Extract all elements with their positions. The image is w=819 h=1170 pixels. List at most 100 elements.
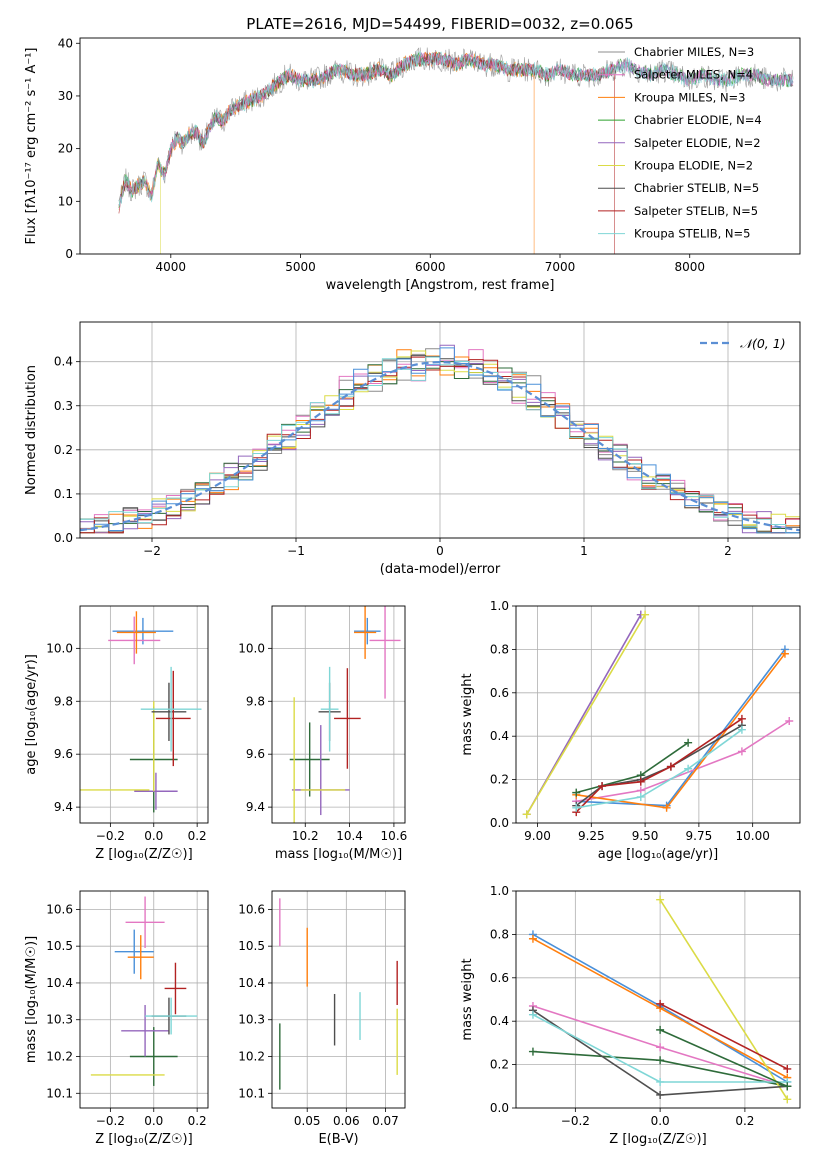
chart-residuals: −2 −1 0 1 2 0.0 0.1 0.2 0.3 0.4 (data-model)/error…: [24, 321, 801, 577]
legend-label: Chabrier STELIB, N=5: [634, 181, 759, 195]
x-tick-label: −0.2: [96, 829, 125, 843]
y-tick-label: 20: [58, 142, 73, 156]
y-tick-label: 0.0: [490, 816, 509, 830]
plot-frame: [271, 890, 406, 1109]
spectrum-line: [118, 51, 794, 207]
series-marker: [737, 747, 746, 756]
x-tick-label: 0.2: [188, 829, 207, 843]
legend-label: 𝒩(0, 1): [740, 336, 786, 351]
series-marker: [666, 762, 675, 771]
series-line: [526, 614, 646, 815]
series-marker: [656, 1025, 665, 1034]
y-tick-label: 10.0: [238, 641, 265, 655]
spectrum-line: [118, 51, 535, 254]
y-tick-label: 9.4: [246, 800, 265, 814]
y-tick-label: 10.3: [238, 1013, 265, 1027]
series-marker: [783, 1064, 792, 1073]
x-axis-label: (data-model)/error: [380, 562, 501, 577]
y-tick-label: 9.4: [54, 800, 73, 814]
x-tick-label: 7000: [545, 260, 576, 274]
series-marker: [636, 792, 645, 801]
x-tick-label: 10.2: [292, 829, 319, 843]
x-tick-label: 9.75: [686, 829, 713, 843]
y-tick-label: 0.4: [54, 355, 73, 369]
series-marker: [684, 738, 693, 747]
y-tick-label: 1.0: [490, 884, 509, 898]
series-marker: [656, 1090, 665, 1099]
legend-label: Salpeter MILES, N=4: [634, 68, 753, 82]
x-tick-label: 9.00: [524, 829, 551, 843]
y-tick-label: 10: [58, 194, 73, 208]
y-tick-label: 0.4: [490, 729, 509, 743]
y-tick-label: 0.0: [490, 1101, 509, 1115]
series-marker: [737, 714, 746, 723]
legend-label: Salpeter ELODIE, N=2: [634, 136, 761, 150]
plot-area: [279, 898, 398, 1090]
chart-spectrum: 4000 5000 6000 7000 8000 0 10 20 30 40 wavelength …: [24, 36, 801, 293]
y-tick-label: 9.8: [54, 694, 73, 708]
series-marker: [737, 725, 746, 734]
x-tick-label: 8000: [674, 260, 705, 274]
series-marker: [528, 1047, 537, 1056]
legend-label: Chabrier MILES, N=3: [634, 45, 754, 59]
x-tick-label: 0.07: [372, 1114, 399, 1128]
y-tick-label: 30: [58, 89, 73, 103]
plot-area: [118, 47, 794, 254]
series-line: [659, 899, 788, 1100]
y-tick-label: 0.6: [490, 686, 509, 700]
plot-area: [522, 610, 794, 819]
legend-label: Kroupa STELIB, N=5: [634, 227, 751, 241]
x-tick-label: 2: [724, 544, 732, 558]
series-line: [576, 720, 790, 803]
plot-frame: [515, 890, 801, 1109]
x-tick-label: 5000: [285, 260, 316, 274]
series-marker: [641, 610, 650, 619]
y-tick-label: 0.3: [54, 399, 73, 413]
series-marker: [572, 788, 581, 797]
plot-layer: 4000 5000 6000 7000 8000010203040wavelength …: [24, 36, 801, 1147]
y-tick-label: 10.5: [238, 939, 265, 953]
x-axis-label: Z [log₁₀(Z/Z☉)]: [95, 847, 192, 862]
x-tick-label: 10.6: [381, 829, 408, 843]
series-marker: [528, 1010, 537, 1019]
x-tick-label: −2: [143, 544, 161, 558]
x-tick-label: 9.25: [578, 829, 605, 843]
x-tick-label: 0.0: [651, 1114, 670, 1128]
series-marker: [522, 810, 531, 819]
histogram-series: [80, 348, 800, 534]
plot-area: [90, 896, 198, 1086]
series-marker: [598, 782, 607, 791]
y-tick-label: 0.4: [490, 1014, 509, 1028]
y-tick-label: 0.6: [490, 971, 509, 985]
y-axis-label: mass weight: [460, 673, 475, 755]
series-marker: [656, 999, 665, 1008]
series-marker: [780, 649, 789, 658]
spectrum-line: [118, 52, 615, 254]
x-tick-label: 0.2: [735, 1114, 754, 1128]
y-tick-label: 10.1: [238, 1086, 265, 1100]
y-tick-label: 0.0: [54, 531, 73, 545]
y-tick-label: 0.2: [490, 773, 509, 787]
series-marker: [783, 1095, 792, 1104]
y-tick-label: 10.4: [46, 976, 73, 990]
y-tick-label: 9.6: [54, 747, 73, 761]
x-tick-label: 0: [436, 544, 444, 558]
y-tick-label: 0.8: [490, 927, 509, 941]
spectrum-line: [118, 158, 161, 254]
y-tick-label: 10.3: [46, 1013, 73, 1027]
legend-label: Kroupa MILES, N=3: [634, 90, 746, 104]
y-axis-label: Normed distribution: [24, 365, 39, 495]
y-tick-label: 10.0: [46, 641, 73, 655]
plot-area: [528, 895, 792, 1104]
histogram-series: [80, 347, 800, 534]
chart-z-weight: −0.2 0.0 0.2 0.0 0.2 0.4 0.6 0.8 1.0 Z [log₁₀(Z/Z…: [460, 884, 801, 1147]
legend-label: Kroupa ELODIE, N=2: [634, 159, 753, 173]
x-tick-label: 0.06: [333, 1114, 360, 1128]
plot-frame: [79, 890, 209, 1109]
y-tick-label: 10.1: [46, 1086, 73, 1100]
series-marker: [662, 803, 671, 812]
series-marker: [528, 934, 537, 943]
series-line: [575, 724, 743, 807]
x-axis-label: mass [log₁₀(M/M☉)]: [275, 847, 402, 862]
